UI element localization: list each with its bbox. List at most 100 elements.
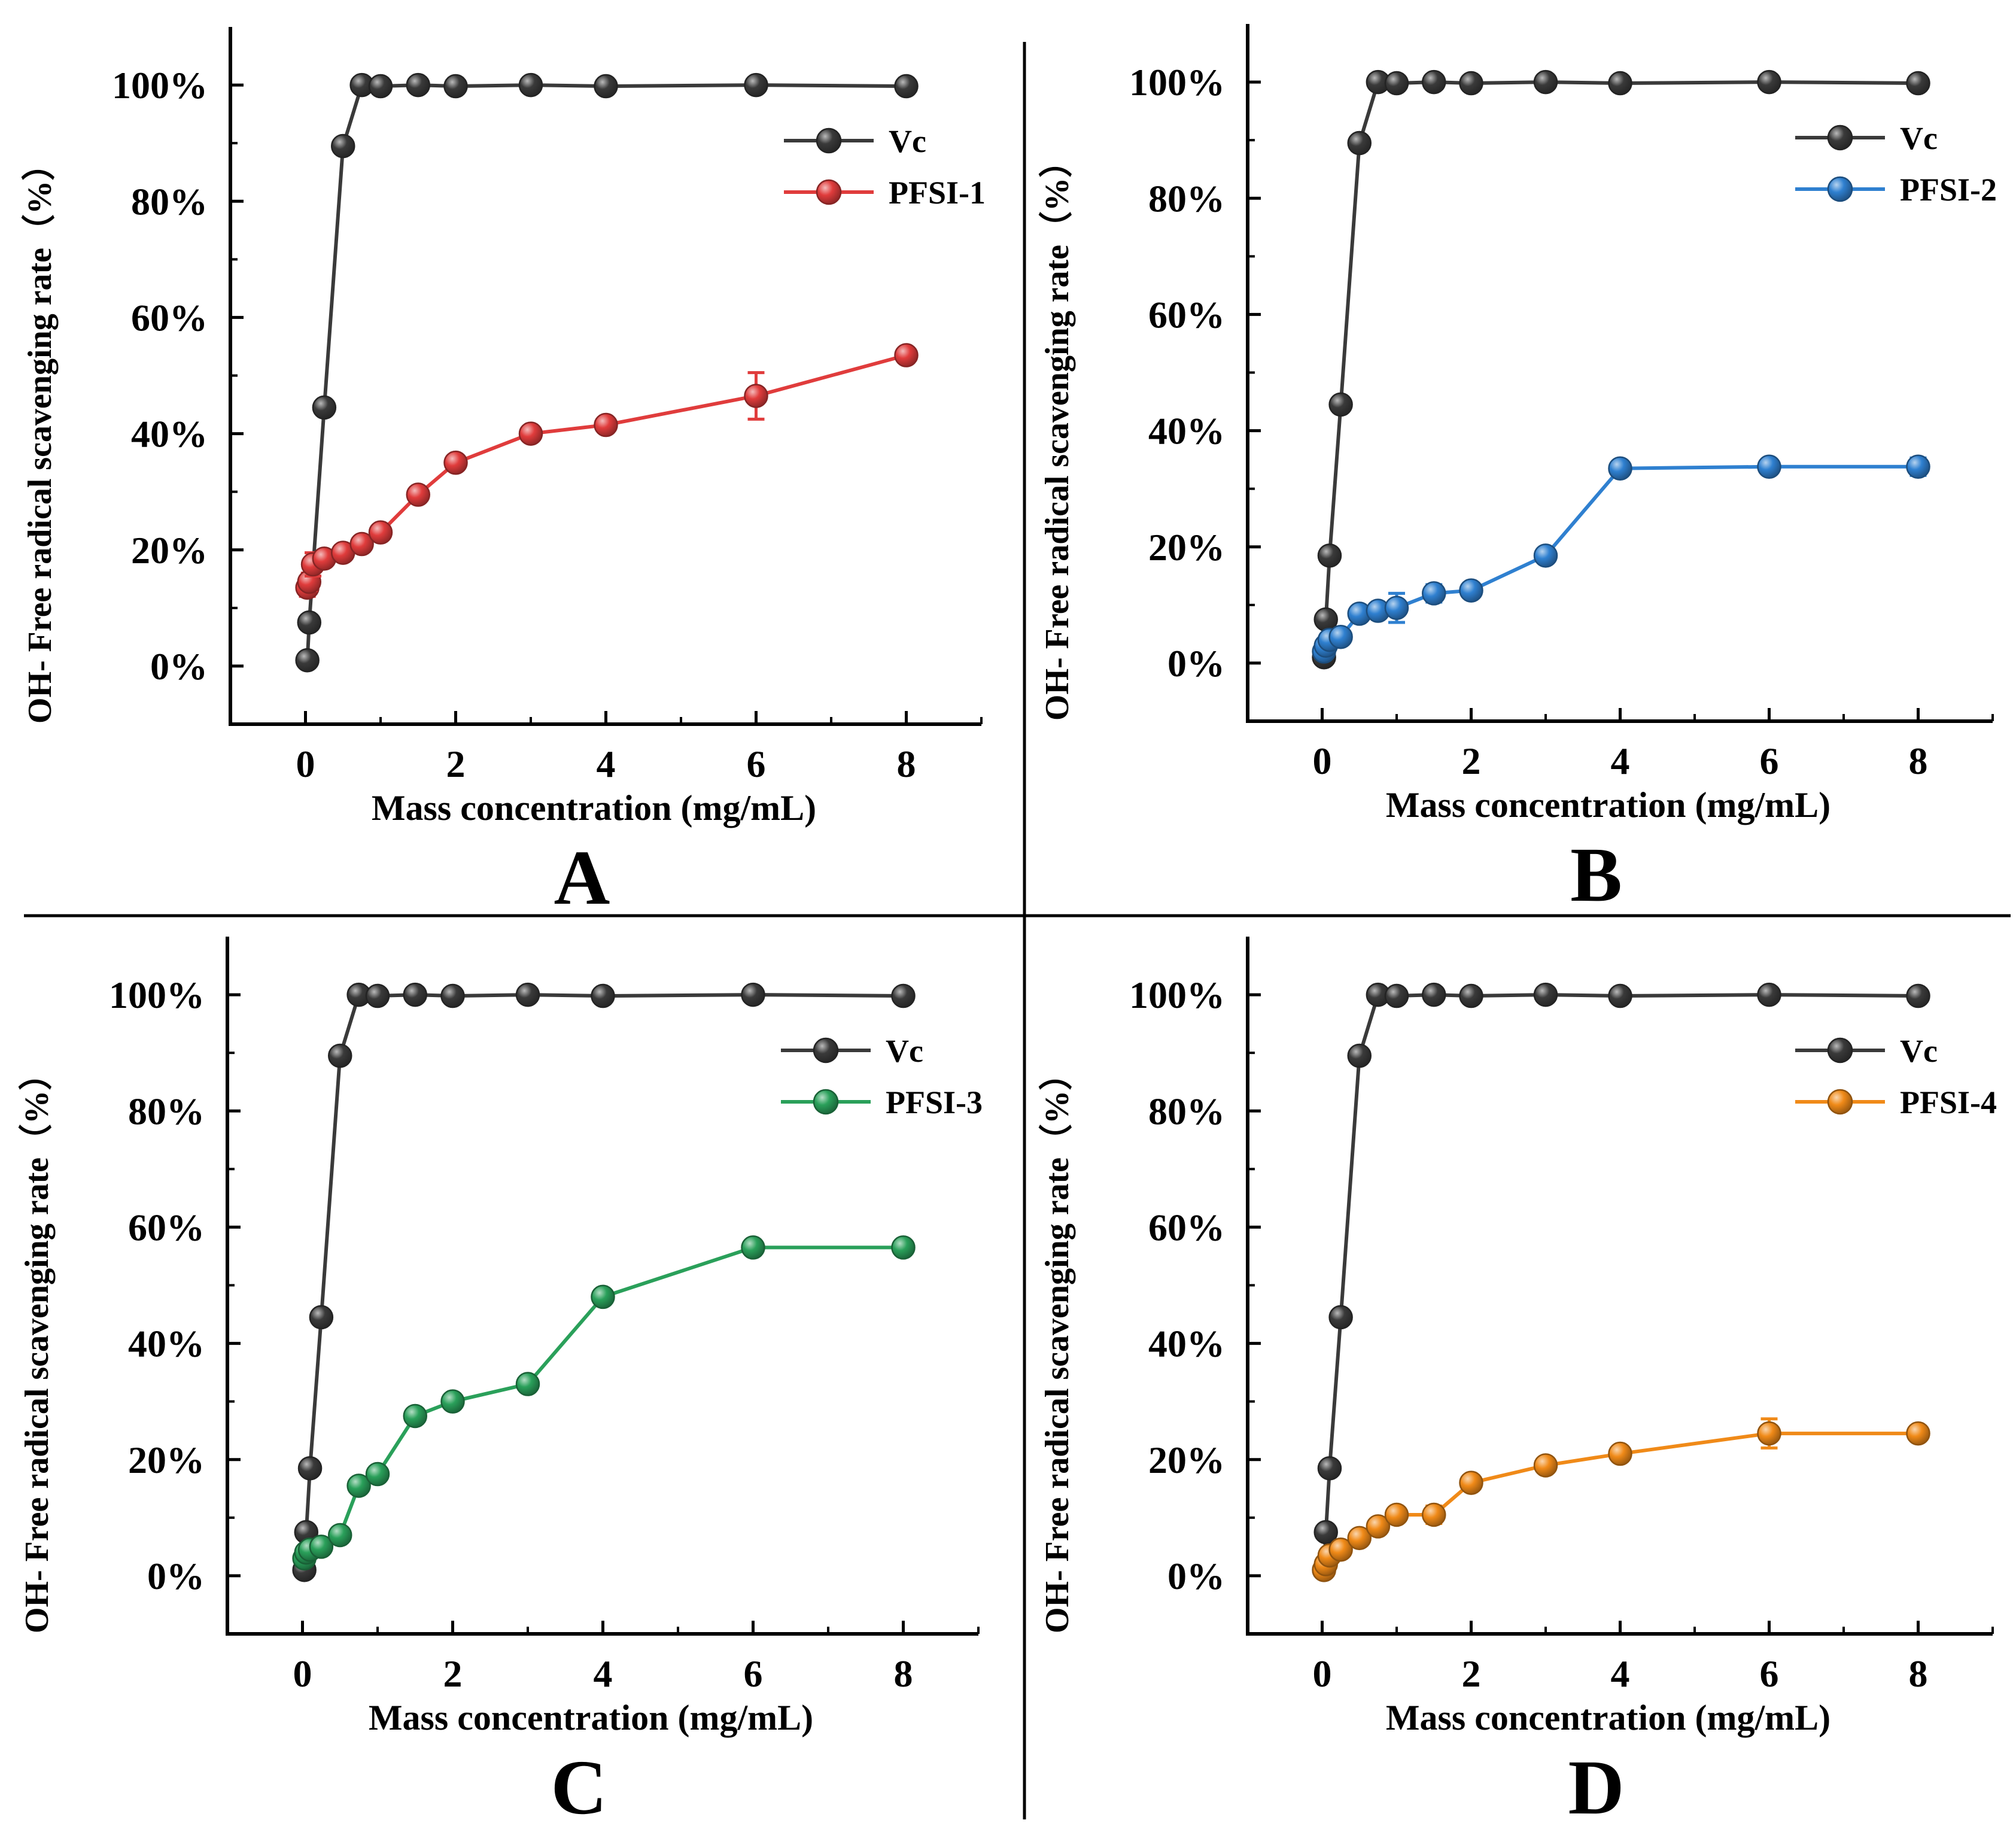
xtick-label: 2 bbox=[443, 1652, 463, 1695]
ytick-label: 80% bbox=[1148, 1090, 1225, 1132]
ytick-label: 60% bbox=[1148, 293, 1225, 336]
xtick-label: 6 bbox=[1760, 1652, 1779, 1695]
data-point bbox=[1317, 1456, 1342, 1481]
ytick-label: 0% bbox=[1167, 1555, 1225, 1597]
plot-area-a bbox=[229, 27, 983, 726]
panel-label: D bbox=[1568, 1745, 1625, 1823]
series-line bbox=[302, 993, 904, 1570]
data-point bbox=[328, 1043, 352, 1068]
series-line bbox=[305, 353, 907, 588]
data-point bbox=[368, 74, 393, 99]
xtick-label: 8 bbox=[897, 743, 916, 785]
legend-label: PFSI-4 bbox=[1900, 1084, 1997, 1120]
data-point bbox=[1533, 543, 1558, 568]
legend-marker bbox=[816, 127, 842, 154]
ytick-label: 80% bbox=[1148, 177, 1225, 220]
panel-label: B bbox=[1570, 832, 1622, 918]
xtick-label: 2 bbox=[1462, 740, 1481, 782]
legend-marker bbox=[1827, 1037, 1853, 1064]
series-vc bbox=[1312, 69, 1930, 670]
xtick-label: 0 bbox=[296, 743, 315, 785]
series-line bbox=[305, 83, 907, 661]
legend-label: PFSI-2 bbox=[1900, 172, 1997, 208]
data-point bbox=[1608, 983, 1632, 1008]
ytick-label: 40% bbox=[131, 413, 208, 455]
data-point bbox=[443, 74, 468, 99]
data-point bbox=[1384, 983, 1409, 1008]
data-point bbox=[1608, 1441, 1632, 1466]
legend-label: Vc bbox=[1900, 120, 1938, 156]
data-point bbox=[1906, 71, 1930, 96]
xtick-label: 4 bbox=[1611, 740, 1630, 782]
legend-marker bbox=[1827, 1089, 1853, 1115]
data-point bbox=[443, 450, 468, 475]
xtick-label: 4 bbox=[594, 1652, 613, 1695]
ytick-label: 20% bbox=[1148, 526, 1225, 569]
data-point bbox=[1313, 1520, 1338, 1545]
ytick-label: 40% bbox=[128, 1323, 205, 1365]
data-point bbox=[1384, 595, 1409, 620]
xtick-label: 6 bbox=[1760, 740, 1779, 782]
legend-marker bbox=[816, 179, 842, 205]
data-point bbox=[403, 982, 427, 1007]
series-vc bbox=[292, 982, 916, 1582]
data-point bbox=[365, 983, 390, 1008]
data-point bbox=[1328, 392, 1353, 417]
data-point bbox=[1422, 69, 1446, 95]
data-point bbox=[1459, 1470, 1483, 1495]
data-point bbox=[744, 72, 768, 98]
x-axis-label: Mass concentration (mg/mL) bbox=[372, 788, 816, 828]
ytick-label: 60% bbox=[1148, 1206, 1225, 1248]
series-line bbox=[1322, 464, 1918, 652]
data-point bbox=[1906, 1421, 1930, 1446]
chart-panel-c: 0% 20% 40% 60% 80% 100% 0 2 4 6 8 OH- Fr… bbox=[18, 937, 983, 1823]
data-point bbox=[518, 421, 543, 446]
data-point bbox=[1608, 71, 1632, 96]
data-point bbox=[891, 1235, 916, 1260]
ytick-label: 100% bbox=[112, 64, 208, 107]
data-point bbox=[309, 1305, 334, 1330]
legend-label: PFSI-1 bbox=[889, 175, 986, 211]
data-point bbox=[515, 982, 540, 1007]
ytick-label: 80% bbox=[131, 180, 208, 223]
data-point bbox=[518, 72, 543, 98]
data-point bbox=[1384, 71, 1409, 96]
data-point bbox=[1757, 69, 1781, 95]
data-point bbox=[403, 1403, 427, 1429]
data-point bbox=[297, 610, 322, 635]
data-point bbox=[741, 982, 765, 1007]
legend-marker bbox=[813, 1089, 839, 1115]
panel-label: A bbox=[554, 835, 610, 921]
panel-label: C bbox=[551, 1745, 607, 1823]
data-point bbox=[406, 482, 430, 507]
data-point bbox=[594, 74, 618, 99]
ytick-label: 20% bbox=[1148, 1439, 1225, 1481]
series-pfsi-3 bbox=[292, 1235, 916, 1571]
ytick-label: 0% bbox=[150, 645, 208, 688]
data-point bbox=[1533, 982, 1558, 1007]
ytick-label: 40% bbox=[1148, 1323, 1225, 1365]
data-point bbox=[309, 1535, 334, 1559]
series-pfsi-4 bbox=[1312, 1417, 1930, 1582]
data-point bbox=[1906, 983, 1930, 1008]
legend: Vc PFSI-3 bbox=[781, 1033, 983, 1120]
data-point bbox=[440, 1389, 465, 1414]
xtick-label: 2 bbox=[446, 743, 466, 785]
series-line bbox=[1322, 993, 1918, 1570]
xtick-label: 0 bbox=[1313, 740, 1332, 782]
x-axis-label: Mass concentration (mg/mL) bbox=[1386, 785, 1830, 825]
data-point bbox=[1533, 69, 1558, 95]
legend-label: Vc bbox=[1900, 1033, 1938, 1069]
plot-area-c bbox=[226, 937, 980, 1636]
legend: Vc PFSI-2 bbox=[1795, 120, 1997, 208]
data-point bbox=[1317, 543, 1342, 568]
data-point bbox=[1459, 71, 1483, 96]
data-point bbox=[1906, 454, 1930, 479]
plot-area-b bbox=[1246, 24, 1994, 723]
data-point bbox=[891, 983, 916, 1008]
chart-panel-a: 0% 20% 40% 60% 80% 100% 0 2 4 6 8 OH- Fr… bbox=[21, 27, 986, 921]
ytick-label: 40% bbox=[1148, 410, 1225, 452]
data-point bbox=[1533, 1453, 1558, 1478]
x-axis-label: Mass concentration (mg/mL) bbox=[1386, 1698, 1830, 1737]
data-point bbox=[744, 384, 768, 408]
